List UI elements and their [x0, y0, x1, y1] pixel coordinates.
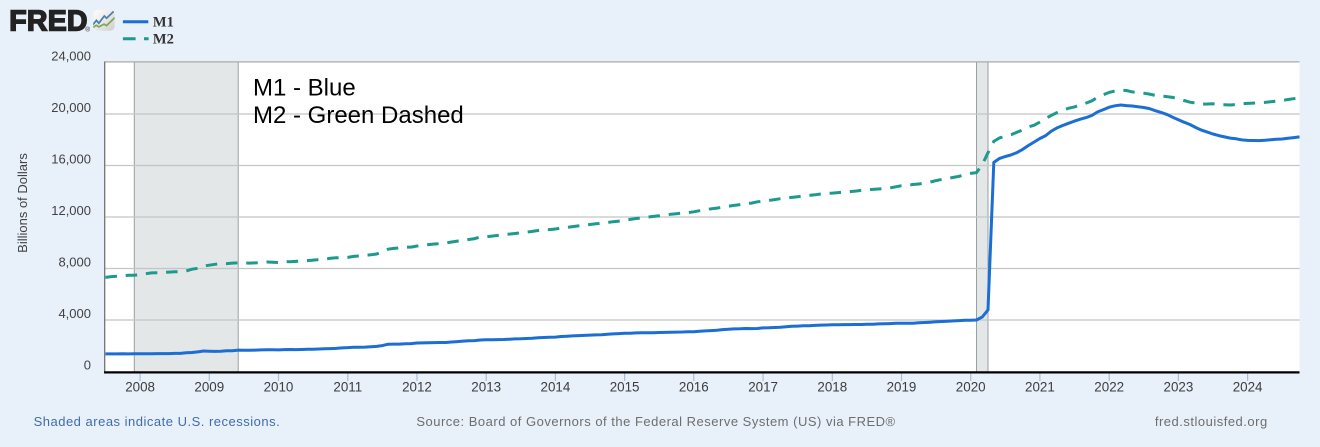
- svg-text:2021: 2021: [1025, 380, 1055, 395]
- svg-text:20,000: 20,000: [51, 100, 91, 115]
- svg-text:2013: 2013: [471, 380, 501, 395]
- svg-text:2018: 2018: [817, 380, 847, 395]
- svg-text:8,000: 8,000: [58, 254, 91, 269]
- svg-text:2016: 2016: [679, 380, 709, 395]
- svg-text:2019: 2019: [887, 380, 917, 395]
- svg-text:®: ®: [85, 25, 90, 33]
- svg-text:2023: 2023: [1164, 380, 1194, 395]
- svg-text:fred.stlouisfed.org: fred.stlouisfed.org: [1155, 414, 1268, 429]
- svg-text:2017: 2017: [748, 380, 778, 395]
- svg-text:M2: M2: [153, 32, 174, 48]
- svg-text:2022: 2022: [1094, 380, 1124, 395]
- svg-text:2009: 2009: [194, 380, 224, 395]
- svg-text:16,000: 16,000: [51, 151, 91, 166]
- svg-text:M1 - Blue: M1 - Blue: [253, 75, 356, 102]
- svg-text:12,000: 12,000: [51, 203, 91, 218]
- svg-text:2015: 2015: [610, 380, 640, 395]
- svg-text:2020: 2020: [956, 380, 986, 395]
- svg-text:2014: 2014: [541, 380, 571, 395]
- svg-text:M2 - Green Dashed: M2 - Green Dashed: [253, 102, 464, 129]
- svg-text:0: 0: [84, 357, 91, 372]
- svg-text:FRED: FRED: [9, 6, 87, 38]
- svg-text:2011: 2011: [333, 380, 362, 395]
- svg-text:Billions of Dollars: Billions of Dollars: [15, 153, 30, 253]
- svg-text:Shaded areas indicate U.S. rec: Shaded areas indicate U.S. recessions.: [34, 414, 281, 429]
- svg-text:2012: 2012: [402, 380, 432, 395]
- svg-text:Source: Board of Governors of: Source: Board of Governors of the Federa…: [416, 414, 895, 429]
- svg-text:2024: 2024: [1233, 380, 1263, 395]
- svg-text:M1: M1: [153, 15, 174, 31]
- svg-text:2008: 2008: [125, 380, 155, 395]
- svg-text:4,000: 4,000: [58, 306, 91, 321]
- svg-text:24,000: 24,000: [51, 48, 91, 63]
- svg-text:2010: 2010: [264, 380, 294, 395]
